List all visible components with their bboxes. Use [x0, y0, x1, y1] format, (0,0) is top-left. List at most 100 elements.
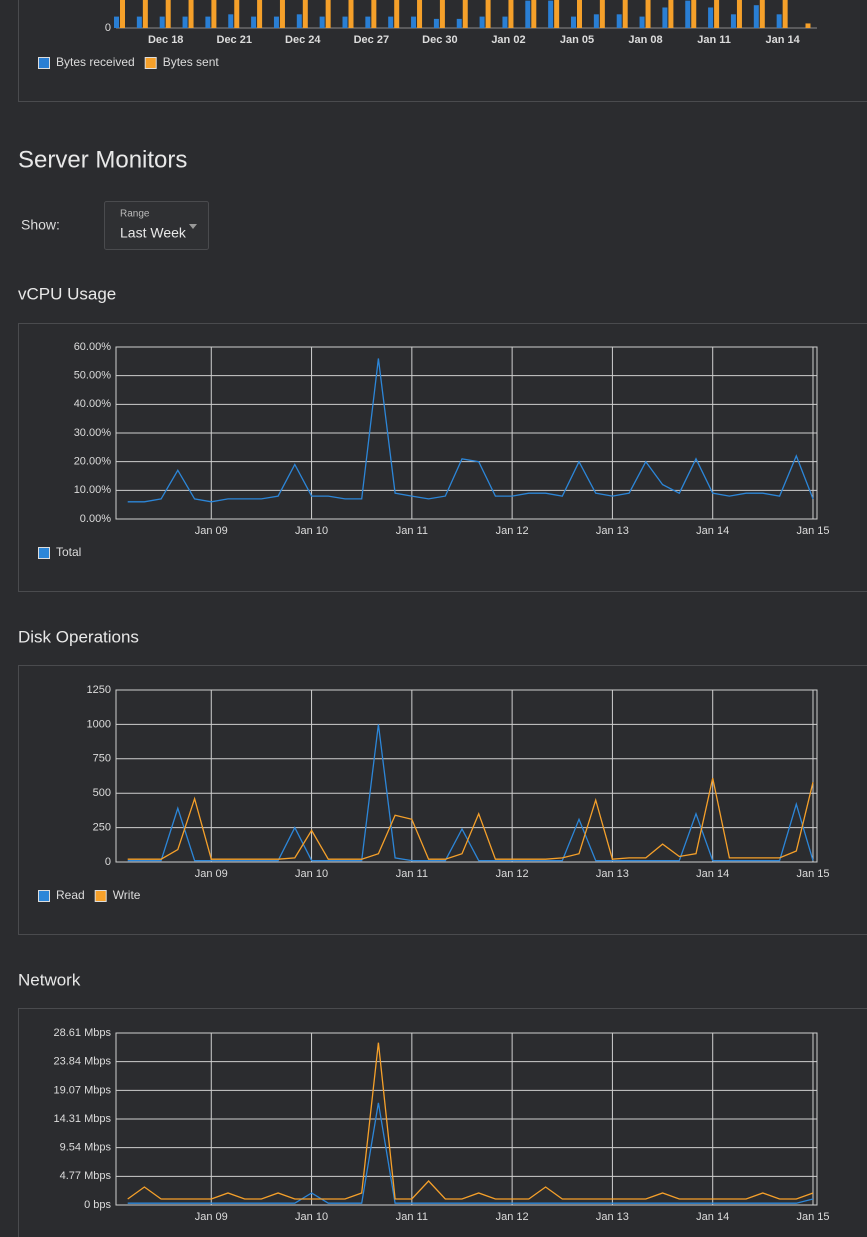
x-tick-label: Jan 15 [796, 868, 829, 880]
bar [120, 0, 125, 28]
bar [319, 16, 325, 28]
bar [730, 14, 736, 28]
bar [411, 16, 417, 28]
bar [251, 16, 257, 28]
section-title: Network [18, 970, 81, 989]
series-line [127, 358, 814, 503]
x-tick-label: Jan 11 [697, 34, 731, 46]
legend-label: Total [56, 545, 81, 559]
x-tick-label: Jan 12 [496, 868, 529, 880]
x-tick-label: Jan 02 [491, 34, 525, 46]
x-tick-label: Jan 14 [766, 34, 801, 46]
legend-label: Bytes received [56, 55, 135, 69]
range-label: Range [120, 209, 150, 220]
bar [439, 0, 445, 29]
disk-panel [18, 665, 867, 935]
bar [348, 0, 354, 29]
bar [325, 0, 331, 28]
x-tick-label: Dec 24 [285, 34, 321, 46]
bar [279, 0, 285, 28]
bar [211, 0, 217, 28]
y-tick-label: 0 [105, 856, 111, 868]
bar [502, 16, 508, 28]
bar [142, 0, 148, 28]
bar [234, 0, 240, 28]
bar [342, 16, 348, 28]
x-tick-label: Jan 11 [396, 1211, 428, 1223]
y-tick-label: 19.07 Mbps [54, 1084, 112, 1096]
x-tick-label: Jan 10 [295, 525, 328, 537]
bar [273, 16, 279, 28]
y-tick-label: 20.00% [74, 456, 112, 468]
x-tick-label: Jan 12 [496, 1211, 529, 1223]
y-tick-label: 4.77 Mbps [60, 1170, 112, 1182]
series-line [127, 724, 814, 862]
bar [508, 0, 514, 28]
x-tick-label: Jan 13 [596, 525, 629, 537]
y-tick-label: 9.54 Mbps [60, 1142, 112, 1154]
bar [662, 7, 668, 29]
y-tick-label: 28.61 Mbps [54, 1027, 112, 1039]
show-label: Show: [21, 217, 60, 233]
section-title: vCPU Usage [18, 284, 116, 303]
x-tick-label: Jan 14 [696, 1211, 729, 1223]
legend-swatch [94, 890, 107, 902]
bar [388, 16, 394, 28]
bar [205, 16, 211, 28]
series-line [127, 1042, 814, 1200]
bar [645, 0, 651, 28]
bar [685, 0, 691, 29]
bar [714, 0, 720, 28]
legend-label: Write [113, 888, 141, 902]
bar [531, 0, 537, 28]
y-tick-label: 0 [105, 22, 111, 34]
y-tick-label: 10.00% [74, 484, 112, 496]
bar [302, 0, 308, 28]
bar [165, 0, 171, 29]
x-tick-label: Jan 08 [628, 34, 662, 46]
x-tick-label: Jan 12 [496, 525, 529, 537]
bar [525, 0, 531, 29]
range-dropdown[interactable] [104, 201, 209, 250]
bar [577, 0, 582, 29]
x-tick-label: Jan 14 [696, 525, 729, 537]
bar [479, 16, 485, 28]
bar [776, 14, 782, 28]
heading: Server Monitors [18, 146, 187, 173]
x-tick-label: Jan 11 [396, 525, 428, 537]
x-tick-label: Jan 09 [195, 1211, 228, 1223]
bar [136, 16, 142, 28]
series-line [127, 1102, 814, 1204]
bar [257, 0, 263, 29]
x-tick-label: Dec 30 [422, 34, 457, 46]
bar [182, 16, 188, 28]
bar [736, 0, 742, 28]
bar [805, 23, 811, 28]
bar [456, 18, 462, 28]
bar [548, 0, 554, 29]
y-tick-label: 1000 [87, 718, 111, 730]
legend-swatch [38, 547, 50, 559]
x-tick-label: Jan 14 [696, 868, 729, 880]
bar [371, 0, 377, 28]
x-tick-label: Jan 09 [195, 525, 228, 537]
bar [417, 0, 423, 28]
x-tick-label: Jan 11 [396, 868, 428, 880]
dropdown-arrow [189, 224, 197, 229]
range-value: Last Week [120, 225, 187, 241]
bar [759, 0, 765, 28]
bar [599, 0, 605, 28]
series-line [127, 777, 814, 860]
y-tick-label: 50.00% [74, 370, 112, 382]
section-title: Disk Operations [18, 627, 139, 646]
bar [433, 18, 439, 28]
bar [593, 14, 599, 28]
bar [753, 5, 759, 28]
x-tick-label: Jan 09 [195, 868, 228, 880]
y-tick-label: 60.00% [74, 341, 112, 353]
y-tick-label: 250 [93, 822, 111, 834]
x-tick-label: Jan 05 [560, 34, 594, 46]
y-tick-label: 23.84 Mbps [54, 1056, 112, 1068]
